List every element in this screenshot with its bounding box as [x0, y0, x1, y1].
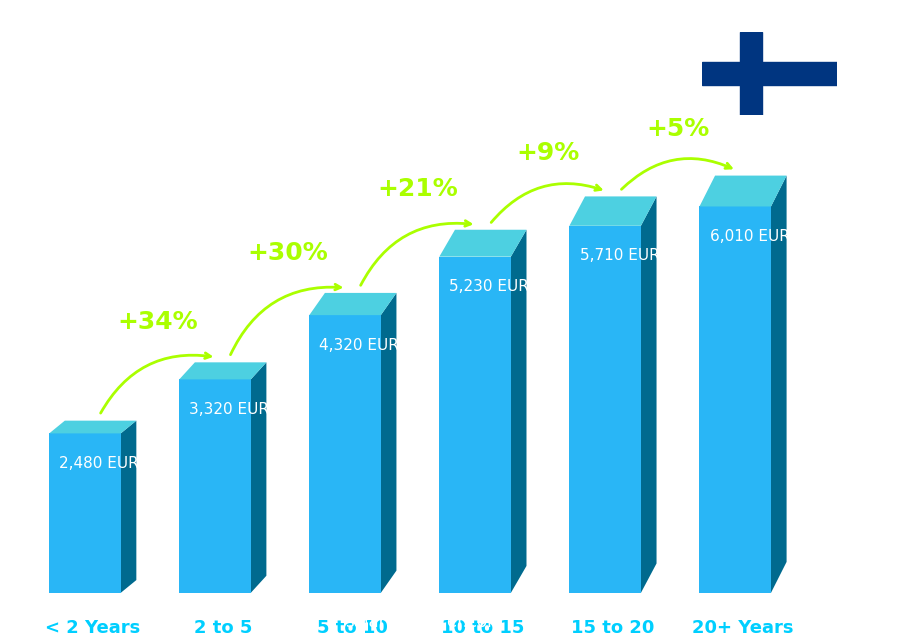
Text: 2,480 EUR: 2,480 EUR [59, 456, 140, 471]
Text: 5 to 10: 5 to 10 [318, 619, 388, 637]
Polygon shape [699, 206, 771, 593]
Text: 3,320 EUR: 3,320 EUR [189, 402, 269, 417]
Polygon shape [179, 362, 266, 379]
Text: 6,010 EUR: 6,010 EUR [709, 229, 789, 244]
Text: +9%: +9% [517, 142, 580, 165]
Text: Average Monthly Salary: Average Monthly Salary [876, 246, 888, 394]
Text: 15 to 20: 15 to 20 [572, 619, 654, 637]
Text: +21%: +21% [377, 178, 458, 201]
Text: +34%: +34% [118, 310, 198, 335]
Text: +5%: +5% [646, 117, 709, 141]
Text: < 2 Years: < 2 Years [45, 619, 140, 637]
Text: 5,230 EUR: 5,230 EUR [449, 279, 529, 294]
Polygon shape [570, 196, 656, 226]
Bar [702, 62, 837, 85]
Polygon shape [570, 226, 641, 593]
Text: 2 to 5: 2 to 5 [194, 619, 252, 637]
Polygon shape [179, 379, 251, 593]
Bar [740, 32, 762, 115]
Text: 4,320 EUR: 4,320 EUR [320, 338, 400, 353]
Polygon shape [439, 256, 511, 593]
Polygon shape [699, 176, 787, 206]
Polygon shape [251, 362, 266, 593]
Text: Planning Engineer: Planning Engineer [23, 63, 226, 83]
Polygon shape [310, 293, 396, 315]
Text: 10 to 15: 10 to 15 [441, 619, 525, 637]
Polygon shape [310, 315, 381, 593]
Polygon shape [121, 420, 136, 593]
Text: 20+ Years: 20+ Years [692, 619, 794, 637]
Polygon shape [511, 229, 526, 593]
Text: salaryexplorer.com: salaryexplorer.com [346, 613, 504, 631]
Text: +30%: +30% [248, 241, 328, 265]
Polygon shape [50, 420, 136, 433]
Polygon shape [381, 293, 396, 593]
Polygon shape [50, 433, 121, 593]
Polygon shape [771, 176, 787, 593]
Polygon shape [641, 196, 656, 593]
Text: 5,710 EUR: 5,710 EUR [580, 248, 660, 263]
Polygon shape [439, 229, 526, 256]
Text: Salary Comparison By Experience: Salary Comparison By Experience [23, 3, 759, 41]
